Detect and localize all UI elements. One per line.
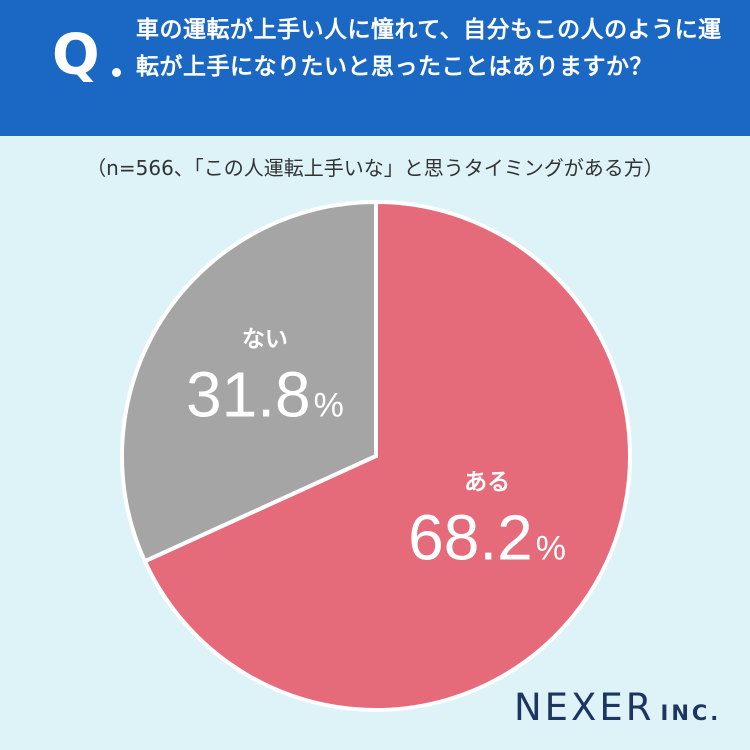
- question-text: 車の運転が上手い人に憧れて、自分もこの人のように運転が上手になりたいと思ったこと…: [136, 17, 722, 80]
- q-dot: [112, 68, 121, 77]
- pie-slice-0: [142, 199, 632, 712]
- slice-value-1: 31.8%: [186, 359, 344, 431]
- slice-label-0: ある: [464, 469, 510, 495]
- slice-label-1: ない: [242, 327, 288, 353]
- pie-slice-1: [120, 199, 378, 564]
- q-mark: Q: [52, 23, 100, 88]
- slice-value-0: 68.2%: [408, 501, 566, 573]
- logo-brand: NEXER: [514, 686, 655, 729]
- company-logo: NEXER INC.: [514, 686, 721, 729]
- logo-suffix: INC.: [660, 701, 722, 725]
- question-header: Q 車の運転が上手い人に憧れて、自分もこの人のように運転が上手になりたいと思った…: [0, 0, 750, 136]
- chart-subtitle: （n=566、「この人運転上手いな」と思うタイミングがある方）: [86, 156, 664, 180]
